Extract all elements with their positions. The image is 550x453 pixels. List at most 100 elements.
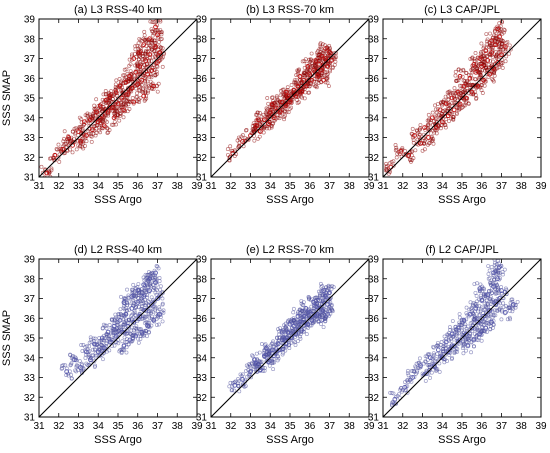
density-point (74, 363, 79, 368)
data-point (263, 345, 269, 351)
data-point (153, 270, 158, 276)
density-point (397, 392, 401, 397)
data-point (129, 85, 135, 91)
density-point (252, 138, 257, 143)
density-point (158, 28, 163, 32)
density-point (157, 276, 162, 280)
density-point (476, 309, 481, 314)
density-point (314, 317, 319, 321)
density-point (265, 96, 270, 100)
density-point (156, 322, 161, 327)
density-point (57, 159, 62, 164)
density-point (502, 28, 507, 33)
density-point (473, 51, 478, 55)
density-point (135, 94, 140, 99)
density-point (150, 55, 155, 60)
density-point (267, 126, 272, 131)
data-point (471, 337, 477, 343)
density-point (504, 292, 509, 297)
density-point (317, 289, 321, 294)
density-point (479, 305, 484, 310)
density-point (498, 305, 503, 310)
density-point (485, 312, 490, 317)
density-point (437, 361, 442, 366)
data-point (491, 284, 496, 289)
density-point (406, 368, 410, 373)
density-point (269, 125, 274, 130)
y-tick-label: 38 (368, 34, 380, 45)
density-point (157, 279, 162, 284)
density-point (252, 365, 257, 370)
density-point (328, 284, 333, 289)
density-point (499, 62, 504, 67)
data-point (151, 83, 156, 89)
data-point (279, 329, 285, 335)
density-point (508, 47, 513, 52)
density-point (452, 90, 456, 95)
data-point (323, 56, 328, 61)
x-tick-label: 38 (344, 421, 356, 432)
data-point (52, 152, 58, 158)
density-point (152, 20, 156, 25)
density-point (495, 283, 500, 287)
density-point (474, 66, 479, 71)
density-point (93, 123, 98, 128)
density-point (160, 319, 165, 324)
density-point (418, 361, 423, 366)
x-tick-label: 31 (33, 421, 45, 432)
density-point (409, 379, 414, 384)
x-tick-label: 36 (476, 421, 488, 432)
data-point (157, 50, 162, 55)
density-point (471, 337, 476, 342)
data-point (123, 79, 129, 85)
density-point (295, 68, 300, 73)
y-tick-label: 31 (196, 173, 208, 184)
density-point (454, 105, 459, 110)
data-point (477, 331, 483, 337)
data-point (137, 313, 143, 319)
x-tick-label: 34 (265, 421, 277, 432)
x-tick-label: 38 (516, 421, 528, 432)
density-point (152, 285, 156, 290)
density-point (160, 291, 165, 295)
density-point (143, 272, 148, 277)
density-point (127, 57, 132, 62)
data-point (283, 89, 289, 95)
density-point (454, 330, 459, 335)
density-point (130, 287, 135, 292)
density-point (484, 68, 489, 72)
density-point (415, 370, 419, 375)
density-point (464, 326, 469, 331)
density-point (488, 31, 492, 36)
density-point (452, 96, 457, 101)
density-point (110, 97, 115, 102)
density-point (248, 364, 252, 369)
density-point (433, 103, 437, 108)
x-tick-label: 38 (172, 421, 184, 432)
density-point (479, 338, 484, 343)
density-point (153, 290, 158, 295)
density-point (390, 400, 395, 405)
density-point (116, 311, 121, 316)
data-point (285, 329, 291, 335)
density-point (89, 337, 94, 342)
data-point (495, 276, 500, 282)
data-point (129, 306, 135, 311)
density-point (101, 92, 106, 97)
data-point (135, 81, 141, 87)
density-point (306, 90, 311, 95)
density-point (466, 83, 471, 88)
data-point (145, 323, 150, 329)
density-point (447, 119, 451, 124)
density-point (505, 317, 510, 322)
data-point (309, 317, 315, 323)
data-point (44, 170, 50, 176)
x-tick-label: 33 (245, 421, 257, 432)
density-point (126, 93, 131, 98)
data-point (445, 113, 451, 119)
density-point (97, 353, 102, 358)
data-point (451, 107, 457, 113)
density-point (505, 39, 510, 44)
data-point (117, 317, 123, 323)
density-point (73, 132, 78, 137)
